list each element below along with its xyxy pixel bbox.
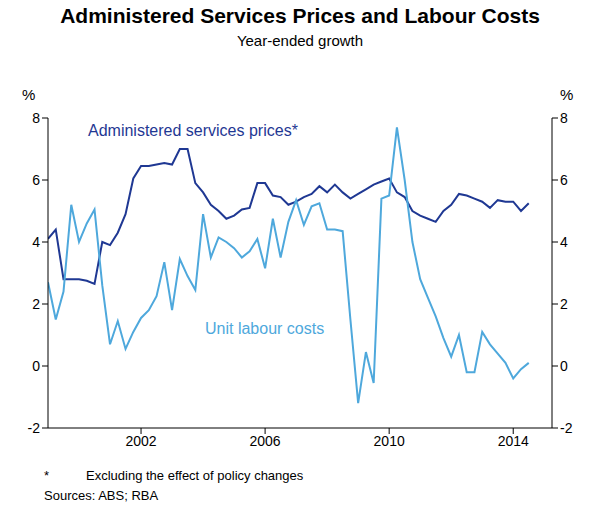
svg-text:8: 8 — [32, 110, 40, 126]
svg-text:2002: 2002 — [125, 433, 156, 449]
html-text:Administered Services Prices a: Administered Services Prices and Labour … — [60, 4, 540, 27]
svg-text:2010: 2010 — [374, 433, 405, 449]
html-text:Sources: ABS; RBA: Sources: ABS; RBA — [44, 488, 159, 503]
svg-text:2014: 2014 — [498, 433, 529, 449]
svg-text:4: 4 — [560, 234, 568, 250]
svg-text:2: 2 — [32, 296, 40, 312]
html-text:Administered services prices*: Administered services prices* — [88, 122, 298, 139]
svg-text:6: 6 — [32, 172, 40, 188]
svg-text:-2: -2 — [560, 420, 573, 436]
svg-text:6: 6 — [560, 172, 568, 188]
svg-text:8: 8 — [560, 110, 568, 126]
svg-text:2006: 2006 — [250, 433, 281, 449]
svg-text:0: 0 — [560, 358, 568, 374]
html-text:Unit labour costs: Unit labour costs — [205, 320, 325, 337]
html-text:Excluding the effect of policy: Excluding the effect of policy changes — [86, 468, 304, 483]
svg-text:-2: -2 — [28, 420, 41, 436]
svg-text:2: 2 — [560, 296, 568, 312]
svg-text:0: 0 — [32, 358, 40, 374]
html-text:Year-ended growth: Year-ended growth — [236, 32, 364, 49]
svg-text:4: 4 — [32, 234, 40, 250]
